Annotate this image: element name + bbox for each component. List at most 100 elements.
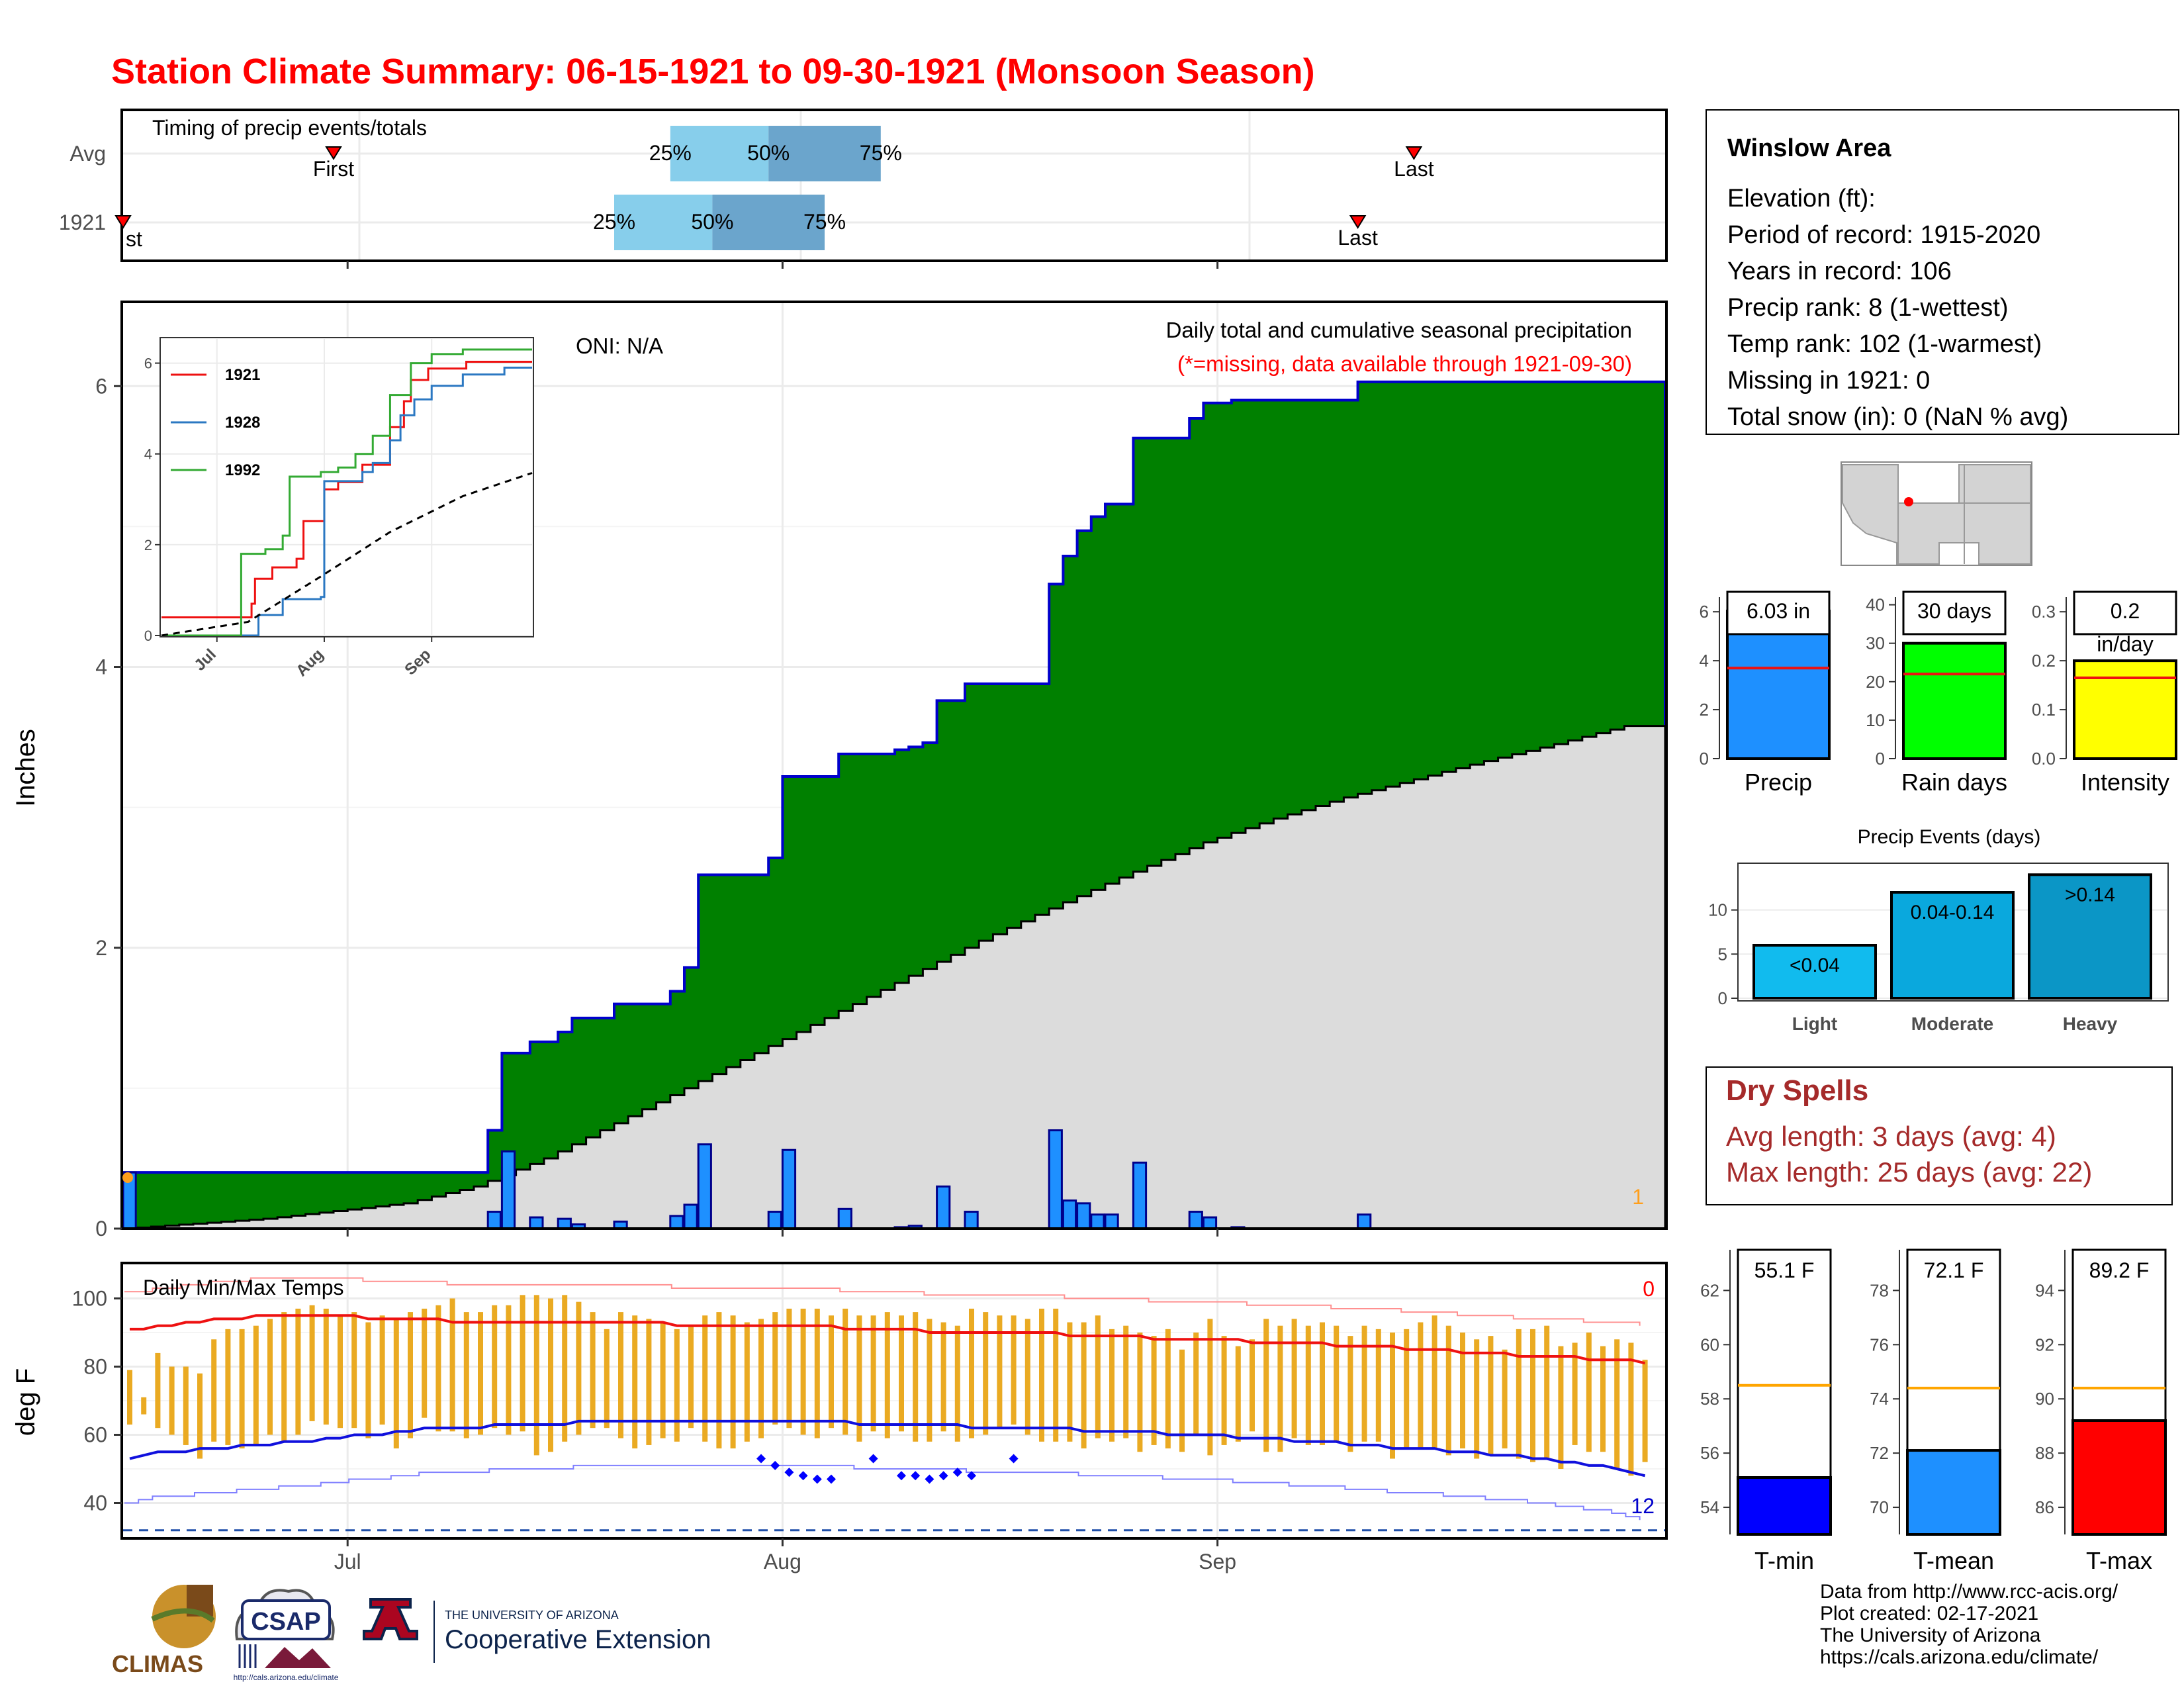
station-box-frame bbox=[1706, 109, 2179, 435]
daily-temp-range-bar bbox=[253, 1325, 259, 1445]
events-y-tick-label: 10 bbox=[1708, 900, 1727, 920]
temp-summary-tick-label: 90 bbox=[2035, 1389, 2054, 1409]
temp-summary-tick-label: 62 bbox=[1700, 1280, 1719, 1300]
daily-temp-range-bar bbox=[1207, 1319, 1213, 1456]
csap-logo: CSAP http://cals.arizona.edu/climate bbox=[234, 1589, 339, 1682]
cold-day-marker bbox=[911, 1471, 921, 1481]
summary-bar-tick-label: 0.1 bbox=[2032, 700, 2056, 720]
csap-logo-mountains bbox=[265, 1647, 331, 1668]
daily-temp-range-bar bbox=[1137, 1333, 1143, 1452]
temp-panel-title: Daily Min/Max Temps bbox=[143, 1276, 343, 1299]
inset-average-line bbox=[161, 472, 533, 637]
daily-temp-range-bar bbox=[1600, 1346, 1606, 1452]
timing-avg-q50-label: 50% bbox=[747, 141, 790, 165]
summary-bar-tick-label: 2 bbox=[1700, 700, 1709, 720]
daily-temp-range-bar bbox=[1024, 1319, 1030, 1435]
climas-logo-text: CLIMAS bbox=[112, 1650, 203, 1677]
daily-temp-range-bar bbox=[1095, 1315, 1101, 1438]
daily-temp-range-bar bbox=[478, 1312, 483, 1435]
events-category-label: Heavy bbox=[2063, 1013, 2118, 1034]
temp-summary-value-label: 89.2 F bbox=[2089, 1258, 2150, 1282]
daily-temp-range-bar bbox=[435, 1305, 441, 1432]
precip-missing-note: (*=missing, data available through 1921-… bbox=[1177, 352, 1632, 376]
cold-day-marker bbox=[897, 1471, 906, 1481]
daily-temp-range-bar bbox=[1361, 1325, 1367, 1442]
daily-temp-range-bar bbox=[1123, 1325, 1129, 1438]
daily-temp-range-bar bbox=[1334, 1325, 1340, 1442]
csap-logo-text: CSAP bbox=[251, 1608, 321, 1636]
timing-avg-last-label: Last bbox=[1394, 157, 1434, 181]
timing-panel-title: Timing of precip events/totals bbox=[152, 116, 427, 140]
daily-temp-range-bar bbox=[702, 1315, 708, 1442]
inset-lines bbox=[161, 348, 533, 637]
temp-y-tick-label: 60 bbox=[83, 1423, 107, 1447]
events-bar-label: <0.04 bbox=[1790, 955, 1840, 976]
temp-summary-tick-label: 74 bbox=[1870, 1389, 1889, 1409]
summary-bar-tick-label: 40 bbox=[1866, 595, 1885, 615]
daily-temp-range-bar bbox=[520, 1295, 525, 1432]
timing-avg-q25-label: 25% bbox=[649, 141, 692, 165]
events-bar-heavy bbox=[2028, 873, 2152, 1000]
daily-temp-range-bar bbox=[829, 1315, 834, 1429]
daily-temp-range-bar bbox=[954, 1325, 960, 1442]
daily-precip-bar bbox=[781, 1149, 797, 1230]
daily-temp-range-bar bbox=[927, 1319, 933, 1442]
timing-1921-first-marker bbox=[114, 215, 132, 229]
daily-temp-range-bar bbox=[983, 1312, 989, 1435]
summary-bar-category-label: Intensity bbox=[2081, 769, 2169, 796]
dry-spells-title: Dry Spells bbox=[1726, 1074, 1868, 1107]
daily-temp-range-bar bbox=[1572, 1342, 1578, 1445]
daily-temp-range-bar bbox=[842, 1308, 848, 1435]
record-high-envelope bbox=[124, 1277, 1641, 1326]
precip-caption: Daily total and cumulative seasonal prec… bbox=[1166, 318, 1632, 342]
daily-temp-range-bar bbox=[913, 1312, 919, 1442]
events-y-tick-label: 5 bbox=[1718, 944, 1727, 964]
temp-y-label: deg F bbox=[11, 1368, 40, 1436]
precip-panel: 0 2 4 6 Inches ONI: N/A Daily total and cum… bbox=[11, 301, 1668, 1241]
daily-temp-range-bar bbox=[997, 1315, 1003, 1429]
cold-day-marker bbox=[868, 1454, 878, 1464]
daily-temp-range-bar bbox=[899, 1315, 904, 1432]
summary-bar-tick-label: 20 bbox=[1866, 672, 1885, 692]
daily-temp-range-bar bbox=[533, 1295, 539, 1456]
daily-temp-range-bar bbox=[772, 1312, 778, 1425]
daily-precip-bar bbox=[1104, 1213, 1119, 1230]
temp-marks bbox=[123, 1277, 1665, 1532]
dry-spells-max: Max length: 25 days (avg: 22) bbox=[1726, 1156, 2092, 1188]
temp-summary-value-label: 55.1 F bbox=[1754, 1258, 1815, 1282]
csap-logo-url: http://cals.arizona.edu/climate bbox=[234, 1673, 339, 1682]
temp-cold-count: 12 bbox=[1631, 1494, 1655, 1518]
daily-temp-range-bar bbox=[856, 1315, 862, 1442]
daily-temp-range-bar bbox=[1628, 1342, 1634, 1476]
daily-temp-range-bar bbox=[239, 1329, 245, 1449]
location-map bbox=[1841, 461, 2032, 566]
summary-bar-tick-label: 0 bbox=[1876, 749, 1885, 769]
daily-temp-range-bar bbox=[351, 1312, 357, 1429]
daily-temp-range-bar bbox=[379, 1315, 385, 1425]
precip-area bbox=[122, 380, 1666, 1230]
summary-bar-value-label: 6.03 in bbox=[1747, 599, 1810, 623]
summary-bar-tick-label: 0 bbox=[1700, 749, 1709, 769]
daily-temp-range-bar bbox=[1151, 1336, 1157, 1445]
summary-bar-intensity bbox=[2073, 659, 2177, 760]
timing-1921-last-label: Last bbox=[1338, 226, 1378, 250]
daily-temp-range-bar bbox=[155, 1352, 161, 1429]
inset-legend-label: 1992 bbox=[225, 461, 260, 479]
daily-precip-bar bbox=[683, 1203, 698, 1230]
daily-temp-range-bar bbox=[632, 1315, 638, 1449]
daily-precip-bar bbox=[1202, 1216, 1218, 1230]
timing-row-label-1921: 1921 bbox=[59, 211, 106, 234]
footer-credits: Data from http://www.rcc-acis.org/ Plot … bbox=[1820, 1581, 2118, 1668]
daily-temp-range-bar bbox=[1614, 1339, 1620, 1469]
temp-summary-bar-t-min bbox=[1737, 1476, 1832, 1536]
cold-day-marker bbox=[925, 1474, 934, 1484]
daily-temp-range-bar bbox=[1375, 1329, 1381, 1442]
ua-logo-big-text: Cooperative Extension bbox=[445, 1625, 711, 1654]
daily-temp-range-bar bbox=[197, 1373, 203, 1459]
timing-1921-first-label: st bbox=[126, 227, 142, 251]
daily-precip-bar bbox=[486, 1211, 502, 1230]
record-low-envelope bbox=[124, 1464, 1641, 1521]
inset-series-line-1921 bbox=[161, 361, 532, 619]
daily-temp-range-bar bbox=[1474, 1339, 1480, 1459]
station-line: Elevation (ft): bbox=[1727, 185, 1876, 212]
